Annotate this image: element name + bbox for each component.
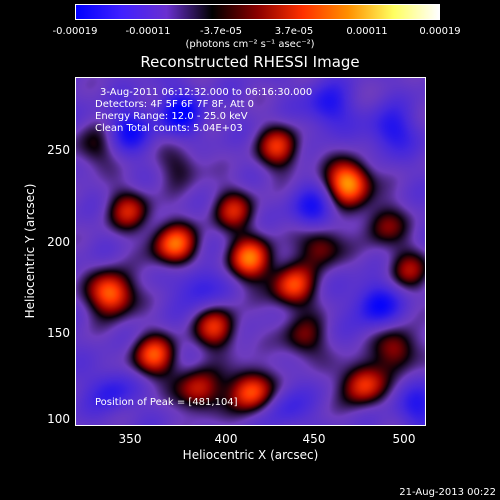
plot-title: Reconstructed RHESSI Image	[140, 53, 360, 71]
annotation-time-range: 3-Aug-2011 06:12:32.000 to 06:16:30.000	[100, 87, 313, 98]
annotation-detectors: Detectors: 4F 5F 6F 7F 8F, Att 0	[95, 99, 255, 110]
x-tick-label: 400	[214, 432, 238, 446]
y-axis-label: Heliocentric Y (arcsec)	[23, 183, 37, 319]
x-tick-label: 500	[392, 432, 416, 446]
y-tick-label: 100	[47, 412, 70, 426]
colorbar	[75, 4, 440, 20]
colorbar-tick: -0.00019	[52, 26, 98, 37]
annotation-peak: Position of Peak = [481,104]	[95, 397, 238, 408]
colorbar-units: (photons cm⁻² s⁻¹ asec⁻²)	[185, 39, 315, 50]
annotation-clean: Clean Total counts: 5.04E+03	[95, 123, 243, 134]
x-tick-label: 350	[118, 432, 142, 446]
colorbar-tick: 3.7e-05	[274, 26, 314, 37]
annotation-energy: Energy Range: 12.0 - 25.0 keV	[95, 111, 248, 122]
y-tick-label: 200	[47, 235, 70, 249]
y-tick-label: 250	[47, 143, 70, 157]
image-plot	[75, 77, 426, 426]
colorbar-tick: -3.7e-05	[200, 26, 242, 37]
y-tick-label: 150	[47, 326, 70, 340]
x-axis-label: Heliocentric X (arcsec)	[182, 448, 319, 462]
rhessi-image	[76, 78, 425, 425]
colorbar-tick: -0.00011	[125, 26, 171, 37]
timestamp: 21-Aug-2013 00:22	[399, 487, 496, 498]
colorbar-tick: 0.00011	[346, 26, 388, 37]
colorbar-tick: 0.00019	[419, 26, 461, 37]
x-tick-label: 450	[302, 432, 326, 446]
